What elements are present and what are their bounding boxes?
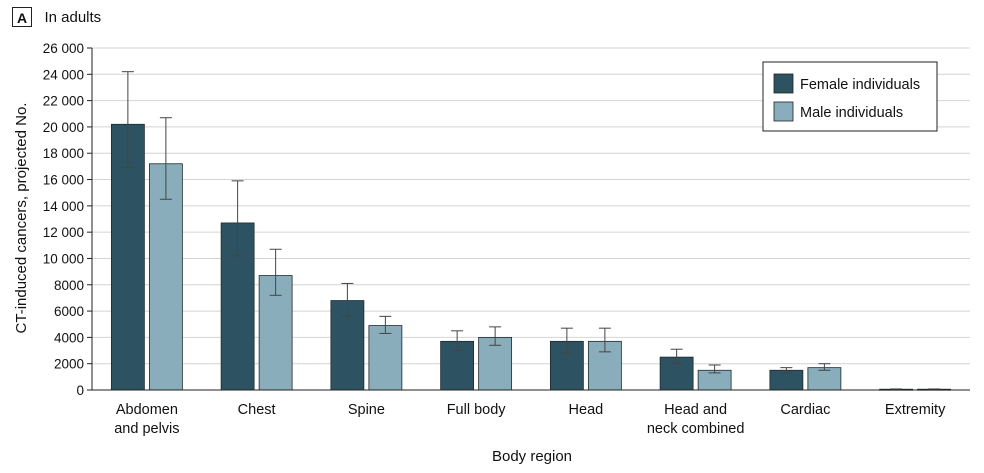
error-bars <box>121 71 941 390</box>
bar-male <box>478 336 513 391</box>
legend-label-male: Male individuals <box>800 105 903 121</box>
legend-swatch-female <box>773 73 794 94</box>
y-tick-label: 16 000 <box>43 173 84 188</box>
y-tick-label: 24 000 <box>43 67 84 82</box>
x-axis: Abdomen and pelvis Chest Spine Full body Head… <box>92 389 970 437</box>
legend-label-female: Female individuals <box>800 77 920 93</box>
y-tick-label: 22 000 <box>43 94 84 109</box>
x-tick-label: Extremity <box>885 402 946 418</box>
x-tick-label: Spine <box>348 402 385 418</box>
x-tick-label: Abdomen and pelvis <box>114 402 179 437</box>
legend-swatch-male <box>773 101 794 122</box>
x-tick-label: Head and neck combined <box>647 402 745 437</box>
bar-male <box>368 325 403 391</box>
panel-letter: A <box>12 7 32 27</box>
x-tick-label: Full body <box>447 402 507 418</box>
x-tick-label: Chest <box>238 402 276 418</box>
y-tick-label: 20 000 <box>43 120 84 135</box>
x-tick-label: Head <box>569 402 604 418</box>
y-tick-label: 10 000 <box>43 251 84 266</box>
legend: Female individuals Male individuals <box>762 61 938 132</box>
y-tick-label: 14 000 <box>43 199 84 214</box>
y-axis-title: CT-induced cancers, projected No. <box>13 103 30 334</box>
y-tick-label: 26 000 <box>43 41 84 56</box>
bar-female <box>110 123 145 391</box>
bars <box>110 123 952 391</box>
bar-male <box>148 163 183 391</box>
bar-male <box>807 367 842 391</box>
y-tick-label: 6000 <box>54 304 84 319</box>
panel-label: A In adults <box>12 7 101 27</box>
y-tick-label: 18 000 <box>43 146 84 161</box>
y-tick-label: 8000 <box>54 278 84 293</box>
x-tick-label: Cardiac <box>780 402 830 418</box>
x-axis-title: Body region <box>492 448 572 465</box>
y-tick-label: 4000 <box>54 330 84 345</box>
panel-title: In adults <box>44 8 102 26</box>
y-tick-label: 0 <box>76 383 84 398</box>
y-tick-label: 12 000 <box>43 225 84 240</box>
y-axis: 0 2000 4000 6000 8000 10 000 12 000 14 000 16 00… <box>43 41 93 398</box>
y-tick-label: 2000 <box>54 357 84 372</box>
